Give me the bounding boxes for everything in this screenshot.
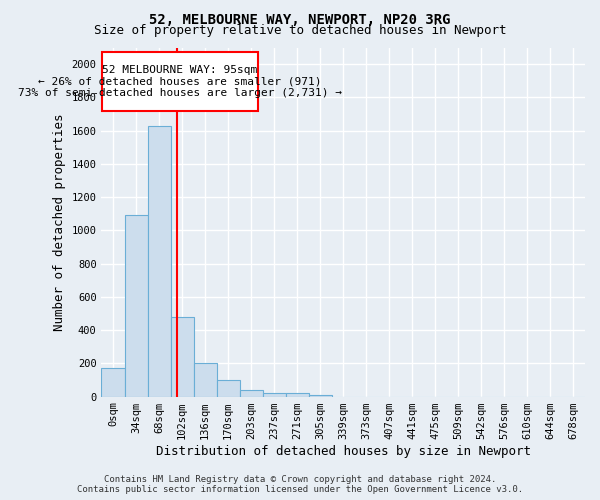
- Text: Contains HM Land Registry data © Crown copyright and database right 2024.
Contai: Contains HM Land Registry data © Crown c…: [77, 474, 523, 494]
- Bar: [217, 380, 239, 396]
- FancyBboxPatch shape: [102, 52, 258, 110]
- Bar: [239, 390, 263, 396]
- Bar: [309, 395, 332, 396]
- Bar: [194, 364, 217, 396]
- Bar: [101, 368, 125, 396]
- Bar: [170, 317, 194, 396]
- Y-axis label: Number of detached properties: Number of detached properties: [53, 114, 66, 331]
- Text: Size of property relative to detached houses in Newport: Size of property relative to detached ho…: [94, 24, 506, 37]
- Text: 52, MELBOURNE WAY, NEWPORT, NP20 3RG: 52, MELBOURNE WAY, NEWPORT, NP20 3RG: [149, 12, 451, 26]
- Bar: [286, 394, 309, 396]
- Bar: [125, 216, 148, 396]
- X-axis label: Distribution of detached houses by size in Newport: Distribution of detached houses by size …: [156, 444, 531, 458]
- Bar: [148, 126, 170, 396]
- Bar: [263, 394, 286, 396]
- Text: 52 MELBOURNE WAY: 95sqm
← 26% of detached houses are smaller (971)
73% of semi-d: 52 MELBOURNE WAY: 95sqm ← 26% of detache…: [18, 65, 342, 98]
